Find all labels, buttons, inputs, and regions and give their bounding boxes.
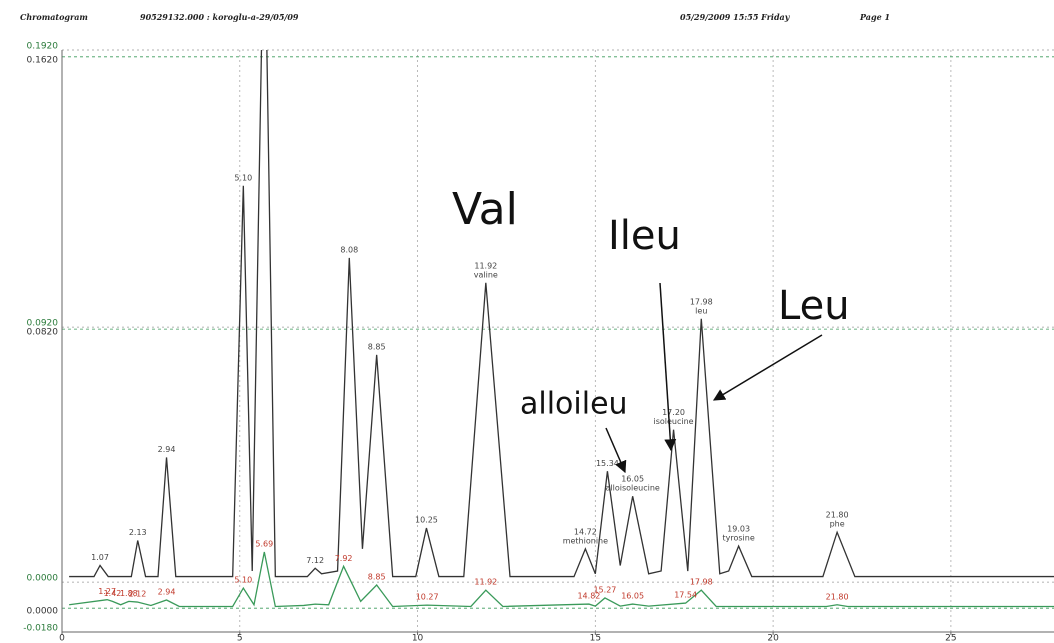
- peak-label: 21.80: [826, 592, 849, 601]
- peak-label: 2.94: [158, 588, 176, 597]
- trace-line: [69, 551, 1054, 608]
- peak-label: 10.25: [415, 516, 438, 525]
- header-page: Page 1: [859, 12, 890, 22]
- peak-label: 17.98: [690, 578, 713, 587]
- peak-label: 8.85: [368, 342, 386, 351]
- traces: [69, 50, 1054, 608]
- header-file: 90529132.000 : koroglu-a-29/05/09: [140, 12, 299, 22]
- peak-label: 1.42: [104, 589, 122, 598]
- peak-label: 2.94: [158, 445, 176, 454]
- peak-label: 2.12: [128, 590, 146, 599]
- peak-name: phe: [830, 520, 845, 529]
- header-date: 05/29/2009 15:55 Friday: [680, 12, 791, 22]
- peak-label: 15.34: [596, 459, 619, 468]
- peak-label: 16.05: [621, 592, 644, 601]
- labels: 0 5 10 15 20 25 0.1920 0.0920 0.0000 -0.0180 0.162…: [23, 42, 956, 643]
- peak-label: 1.07: [91, 553, 109, 562]
- peak-label: 8.08: [340, 245, 358, 254]
- y-tick-label: 0.0000: [27, 574, 59, 584]
- trace-line: [69, 50, 1054, 578]
- peak-label: 5.10: [234, 173, 252, 182]
- arrow-alloileu: [605, 427, 627, 474]
- peak-label: 2.13: [129, 528, 147, 537]
- peak-label: 14.72: [574, 527, 597, 536]
- arrow-leu: [712, 334, 823, 401]
- peak-label: 17.20: [662, 408, 685, 417]
- peak-label: 17.98: [690, 297, 713, 306]
- x-tick-label: 10: [412, 634, 424, 643]
- peak-label: 10.27: [416, 593, 439, 602]
- y-tick-label: 0.1920: [27, 42, 59, 52]
- peak-label: 21.80: [826, 511, 849, 520]
- peak-label: 8.85: [368, 573, 386, 582]
- peak-label: 1.27: [98, 587, 116, 596]
- x-tick-label: 5: [237, 634, 243, 643]
- peak-label: 11.92: [474, 261, 497, 270]
- x-tick-label: 15: [590, 634, 601, 643]
- annotation-val: Val: [452, 184, 518, 235]
- x-tick-label: 20: [767, 634, 779, 643]
- annotation-ileu: Ileu: [608, 213, 681, 259]
- peak-label: 5.69: [255, 540, 273, 549]
- peak-name: leu: [695, 306, 707, 315]
- grid: [61, 49, 1054, 635]
- x-tick-label: 25: [945, 634, 956, 643]
- x-tick-label: 0: [59, 634, 65, 643]
- y2-tick-label: 0.0820: [27, 328, 59, 338]
- peak-name: isoleucine: [653, 417, 693, 426]
- peak-label: 19.03: [727, 525, 750, 534]
- peak-label: 7.12: [306, 556, 324, 565]
- annotation-alloileu: alloileu: [520, 387, 628, 422]
- peak-name: tyrosine: [722, 534, 754, 543]
- peak-label: 16.05: [621, 475, 644, 484]
- peak-label: 5.10: [234, 576, 252, 585]
- peak-label: 1.88: [120, 589, 138, 598]
- arrow-ileu: [659, 282, 677, 452]
- y2-tick-label: 0.0000: [27, 607, 59, 617]
- peak-label: 14.82: [577, 592, 600, 601]
- peak-name: alloisoleucine: [605, 484, 659, 493]
- y-tick-label: 0.0920: [27, 319, 59, 329]
- peak-label: 15.27: [593, 585, 616, 594]
- peak-label: 11.92: [474, 578, 497, 587]
- peak-name: methionine: [563, 536, 608, 545]
- y-tick-label: -0.0180: [23, 624, 58, 634]
- header-title: Chromatogram: [20, 12, 88, 22]
- peak-label: 17.54: [674, 591, 697, 600]
- annotation-leu: Leu: [778, 283, 850, 329]
- peak-label: 7.92: [335, 554, 353, 563]
- y2-tick-label: 0.1620: [27, 55, 59, 65]
- peak-name: valine: [474, 270, 498, 279]
